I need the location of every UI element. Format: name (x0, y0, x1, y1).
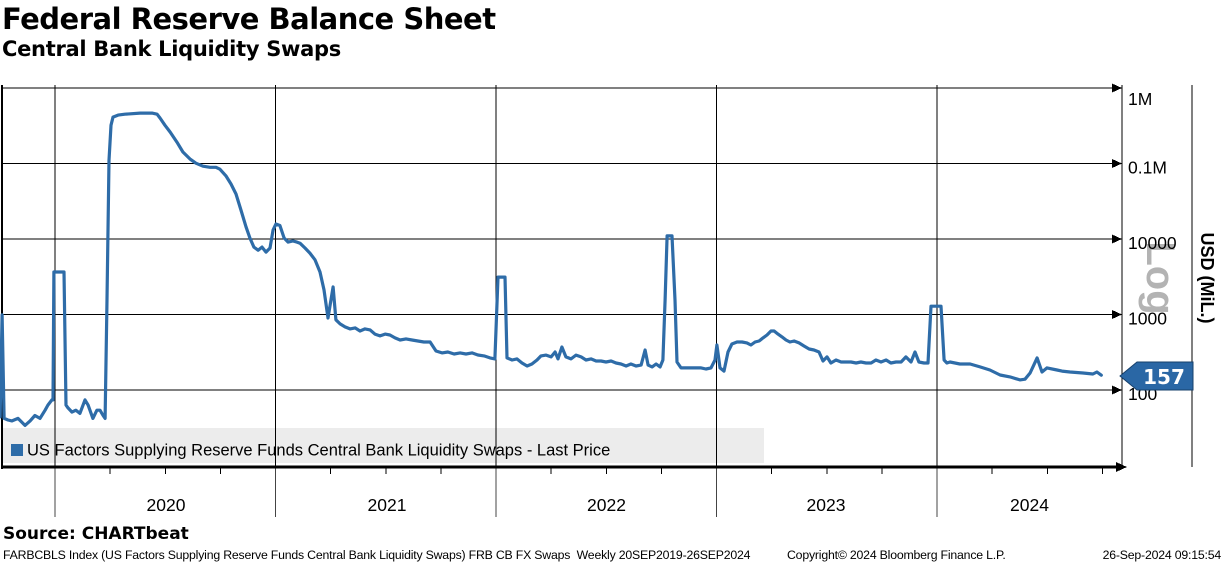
x-tick-label-2021: 2021 (368, 495, 407, 515)
y-tick-label-01m: 0.1M (1128, 158, 1167, 178)
price-chart: Log 1M 0.1M 10000 1000 100 2020 2021 202… (0, 83, 1217, 517)
copyright-notice: Copyright© 2024 Bloomberg Finance L.P. (787, 548, 1006, 562)
last-price-badge: 157 (1119, 361, 1194, 391)
legend-background (2, 428, 764, 463)
x-tick-label-2024: 2024 (1010, 495, 1049, 515)
ticker-description: FARBCBLS Index (US Factors Supplying Res… (3, 548, 751, 562)
footer-info-line: FARBCBLS Index (US Factors Supplying Res… (0, 548, 1224, 566)
x-tick-label-2022: 2022 (587, 495, 626, 515)
x-tick-label-2020: 2020 (147, 495, 186, 515)
series-line (0, 111, 1103, 427)
y-tick-label-10000: 10000 (1128, 233, 1177, 253)
source-label: Source: CHARTbeat (3, 524, 189, 544)
log-scale-label: Log (1138, 241, 1182, 314)
last-price-value: 157 (1143, 365, 1185, 389)
y-tick-label-1m: 1M (1128, 89, 1152, 109)
price-line (0, 111, 1103, 427)
timestamp: 26-Sep-2024 09:15:54 (1102, 548, 1222, 562)
y-tick-label-1000: 1000 (1128, 309, 1167, 329)
y-axis-title: USD (MiL.) (1197, 233, 1217, 324)
legend-label: US Factors Supplying Reserve Funds Centr… (27, 442, 610, 460)
chart-header: Federal Reserve Balance Sheet Central Ba… (2, 2, 902, 62)
chart-subtitle: Central Bank Liquidity Swaps (2, 37, 341, 61)
x-tick-label-2023: 2023 (807, 495, 846, 515)
grid-lines (1, 83, 1193, 517)
chart-title: Federal Reserve Balance Sheet (2, 2, 496, 36)
legend-marker-icon (11, 444, 23, 456)
legend: US Factors Supplying Reserve Funds Centr… (11, 442, 610, 460)
last-price-badge-arrow-icon (1119, 361, 1194, 391)
